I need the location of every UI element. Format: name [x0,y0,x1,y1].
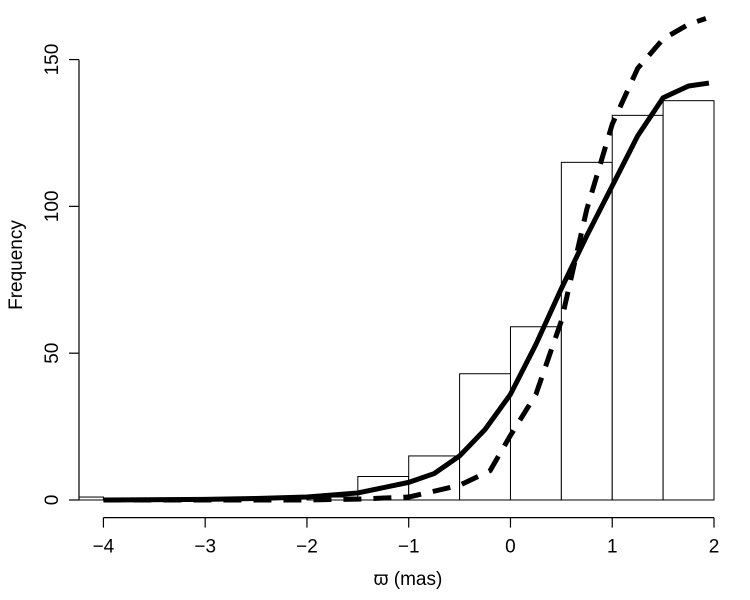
x-tick-label: −4 [93,537,115,558]
y-tick-label: 50 [42,343,63,364]
x-tick-label: −1 [398,537,420,558]
bar [662,100,715,501]
curve [103,80,710,503]
bar [509,326,562,501]
x-axis-label: ϖ (mas) [374,569,443,590]
bar [459,373,511,501]
y-tick-label: 100 [42,191,63,223]
x-tick-label: 1 [607,537,618,558]
x-tick-label: 0 [505,537,516,558]
plot-area [79,16,715,503]
curve [103,16,707,503]
x-tick-label: 2 [709,537,720,558]
y-tick-label: 150 [42,44,63,76]
x-tick-label: −3 [194,537,216,558]
y-tick-label: 0 [42,495,63,506]
x-tick-label: −2 [296,537,318,558]
y-axis-label: Frequency [6,220,27,310]
